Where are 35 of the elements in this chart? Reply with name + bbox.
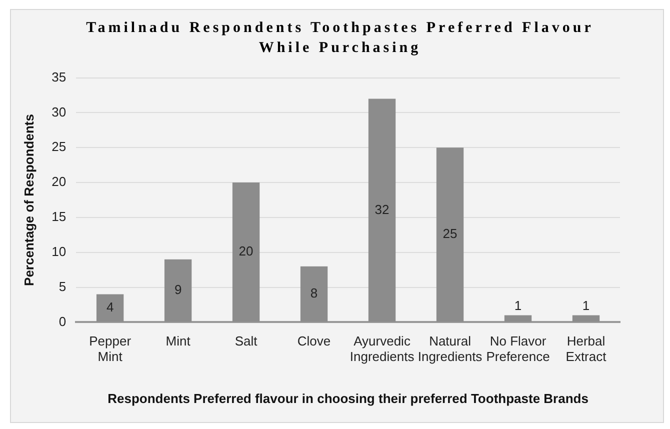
- x-tick-label: Ayurvedic Ingredients: [350, 334, 415, 364]
- y-tick-label: 20: [52, 174, 66, 190]
- y-tick-label: 35: [52, 69, 66, 84]
- y-axis-title: Percentage of Respondents: [21, 114, 36, 286]
- data-label: 4: [106, 300, 114, 315]
- data-label: 1: [514, 298, 522, 313]
- x-tick-label: Natural Ingredients: [418, 334, 483, 364]
- bar: [96, 294, 124, 322]
- x-axis-title: Respondents Preferred flavour in choosing their preferred Toothpaste Brands: [108, 390, 588, 406]
- x-tick-label: No Flavor Preference: [486, 334, 550, 364]
- data-label: 25: [442, 226, 458, 242]
- x-tick-label: Mint: [166, 334, 191, 349]
- x-tick-label: Salt: [234, 334, 258, 349]
- bar: [368, 98, 396, 322]
- data-label: 32: [374, 202, 390, 217]
- data-label: 1: [582, 298, 590, 313]
- y-tick-label: 30: [52, 104, 66, 120]
- y-tick-label: 15: [52, 209, 66, 224]
- bar: [164, 259, 192, 322]
- bar: [436, 148, 464, 322]
- y-tick-label: 10: [52, 244, 66, 259]
- chart-title: Tamilnadu Respondents Toothpastes Preferred Flavour While Purchasing: [85, 19, 595, 58]
- bar: [300, 266, 328, 322]
- bar: [232, 182, 260, 322]
- data-label: 9: [174, 282, 182, 298]
- bar: [572, 315, 600, 322]
- y-tick-label: 5: [58, 278, 66, 294]
- bar: [504, 315, 532, 322]
- y-tick-label: 25: [52, 139, 66, 154]
- y-tick-label: 0: [58, 314, 66, 329]
- x-tick-label: Clove: [297, 334, 331, 349]
- data-label: 20: [238, 244, 254, 259]
- x-tick-label: Herbal Extract: [566, 334, 607, 364]
- x-tick-label: Pepper Mint: [89, 334, 132, 364]
- data-label: 8: [310, 286, 318, 301]
